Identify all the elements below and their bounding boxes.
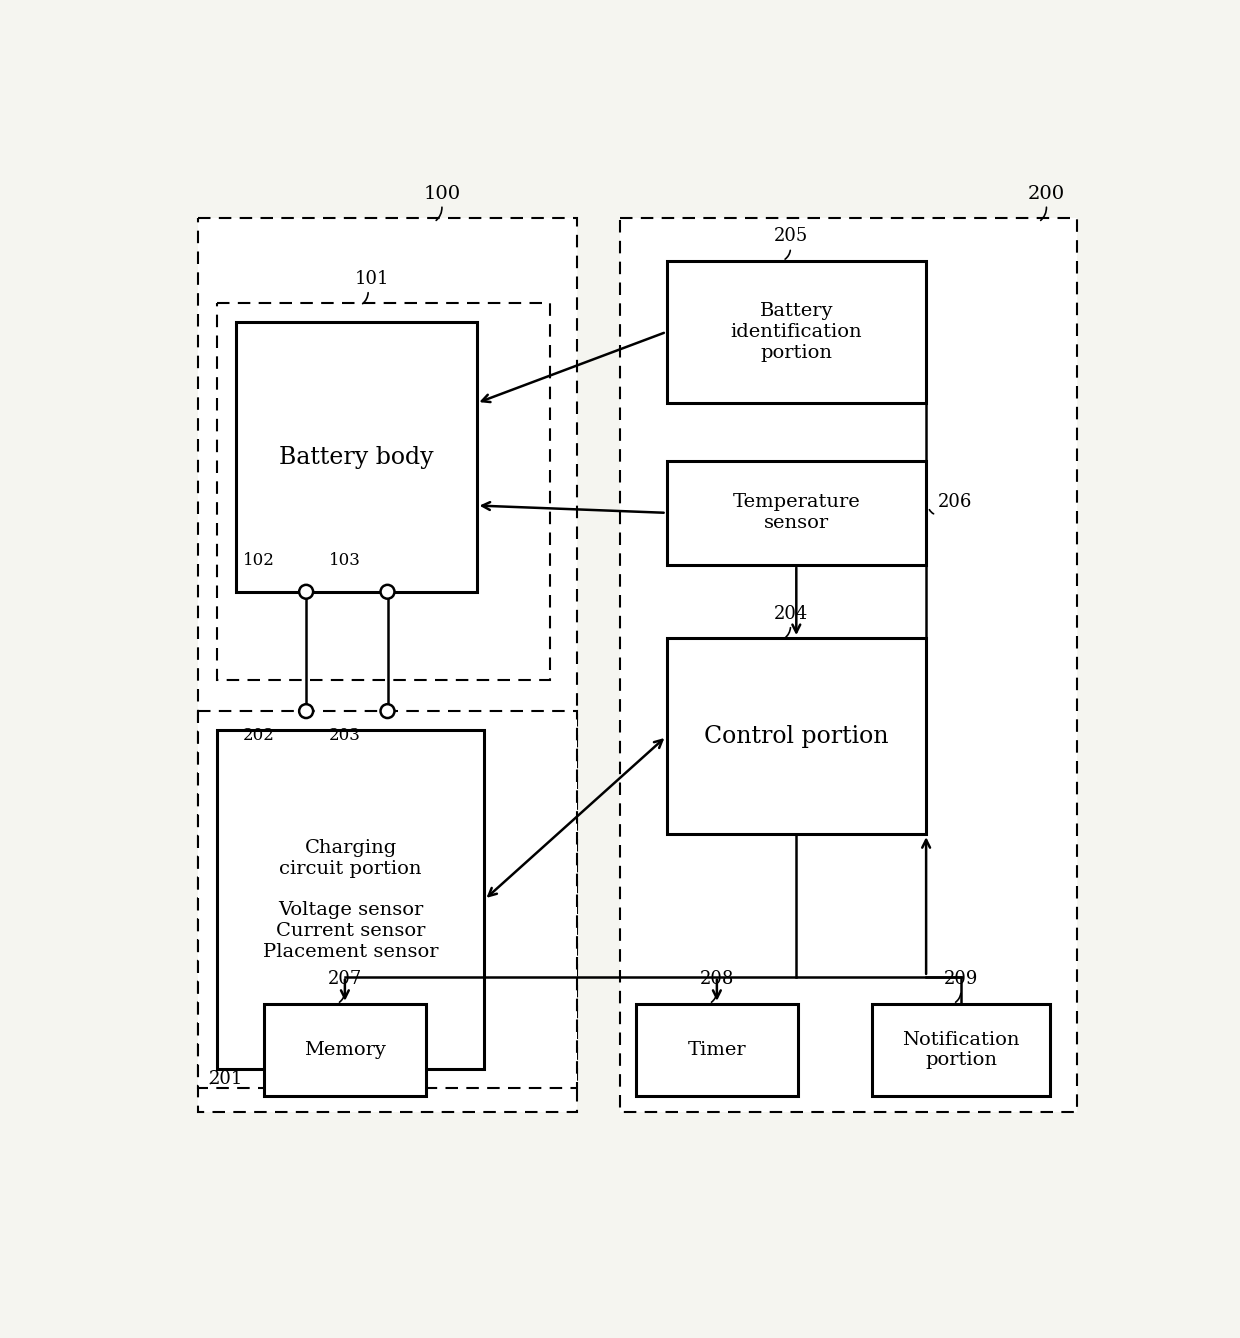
Text: 207: 207 — [327, 970, 362, 989]
Text: Timer: Timer — [687, 1041, 746, 1058]
Text: 100: 100 — [423, 185, 460, 203]
Circle shape — [381, 704, 394, 719]
Text: 204: 204 — [774, 605, 807, 622]
Text: Notification
portion: Notification portion — [903, 1030, 1019, 1069]
Bar — [667, 261, 926, 403]
Text: 203: 203 — [329, 727, 361, 744]
Bar — [237, 322, 476, 591]
Text: 201: 201 — [210, 1070, 243, 1088]
Circle shape — [381, 585, 394, 598]
Bar — [197, 710, 578, 1088]
Bar — [667, 638, 926, 835]
Text: 208: 208 — [699, 970, 734, 989]
Text: Battery body: Battery body — [279, 446, 434, 468]
Bar — [872, 1004, 1050, 1096]
Circle shape — [299, 704, 312, 719]
Bar — [217, 302, 551, 680]
Text: 103: 103 — [329, 551, 361, 569]
Bar — [217, 731, 485, 1069]
Bar — [667, 460, 926, 565]
Bar — [635, 1004, 799, 1096]
Text: Charging
circuit portion

Voltage sensor
Current sensor
Placement sensor: Charging circuit portion Voltage sensor … — [263, 839, 439, 961]
Text: Battery
identification
portion: Battery identification portion — [730, 302, 862, 361]
Text: 205: 205 — [774, 227, 807, 245]
Text: 200: 200 — [1028, 185, 1065, 203]
Text: Control portion: Control portion — [704, 725, 889, 748]
Text: Memory: Memory — [304, 1041, 386, 1058]
Text: 101: 101 — [355, 270, 389, 288]
Circle shape — [299, 585, 312, 598]
Text: 102: 102 — [243, 551, 275, 569]
Text: 209: 209 — [944, 970, 978, 989]
Text: 206: 206 — [937, 492, 972, 511]
Text: Temperature
sensor: Temperature sensor — [733, 494, 861, 533]
Bar — [197, 218, 578, 1112]
Bar — [263, 1004, 427, 1096]
Text: 202: 202 — [243, 727, 275, 744]
Bar — [620, 218, 1078, 1112]
